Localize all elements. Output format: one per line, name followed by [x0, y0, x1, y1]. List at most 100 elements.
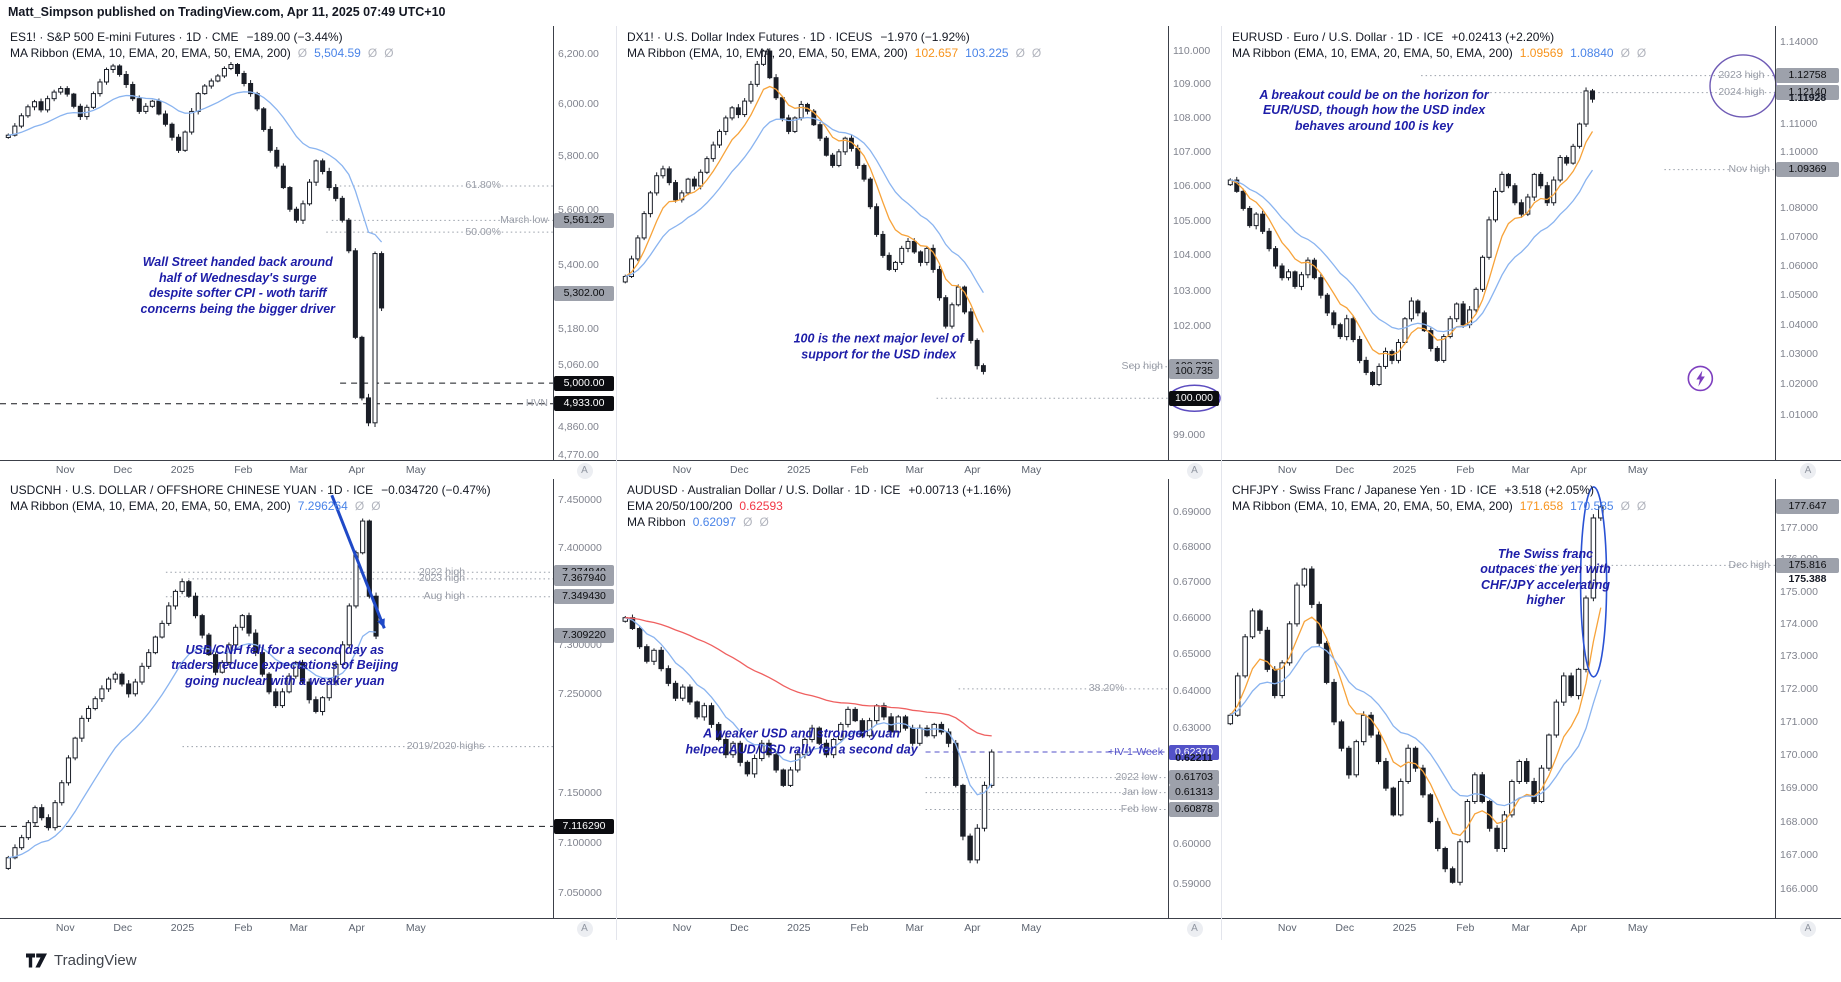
y-axis-tick[interactable]: 5,060.00 [558, 358, 599, 371]
y-axis-tick[interactable]: 166.000 [1780, 883, 1818, 896]
time-axis-label[interactable]: 2025 [1392, 464, 1417, 476]
time-axis-label[interactable]: Feb [1456, 464, 1475, 476]
chart-canvas-audusd[interactable] [617, 479, 1221, 942]
time-axis-label[interactable]: Dec [1335, 464, 1355, 476]
time-axis-label[interactable]: Mar [289, 922, 308, 934]
time-axis-label[interactable]: Dec [113, 464, 133, 476]
time-axis-label[interactable]: Feb [1456, 922, 1475, 934]
chart-canvas-chfjpy[interactable] [1222, 479, 1841, 942]
y-axis-tick[interactable]: 0.66000 [1173, 611, 1211, 624]
time-axis-label[interactable]: May [1627, 922, 1648, 934]
time-axis-label[interactable]: Feb [850, 464, 869, 476]
time-axis-label[interactable]: May [405, 922, 426, 934]
chart-canvas-usdcnh[interactable] [0, 479, 616, 942]
chart-canvas-es1[interactable] [0, 26, 616, 479]
y-axis-tick[interactable]: 1.10000 [1780, 145, 1818, 158]
time-axis-label[interactable]: Apr [964, 464, 981, 476]
y-axis-tick[interactable]: 175.000 [1780, 585, 1818, 598]
time-axis-label[interactable]: Mar [1511, 464, 1530, 476]
time-axis-label[interactable]: Dec [1335, 922, 1355, 934]
y-axis-tick[interactable]: 174.000 [1780, 617, 1818, 630]
time-axis-label[interactable]: Mar [1511, 922, 1530, 934]
time-axis-label[interactable]: Mar [905, 922, 924, 934]
chart-canvas-dx1[interactable] [617, 26, 1221, 479]
y-axis-tick[interactable]: 6,200.00 [558, 48, 599, 61]
y-axis-tick[interactable]: 0.60000 [1173, 838, 1211, 851]
y-axis-tick[interactable]: 0.67000 [1173, 575, 1211, 588]
y-axis-tick[interactable]: 1.14000 [1780, 35, 1818, 48]
y-axis-tick[interactable]: 1.06000 [1780, 260, 1818, 272]
y-axis-tick[interactable]: 0.59000 [1173, 877, 1211, 890]
y-axis-tick[interactable]: 169.000 [1780, 782, 1818, 795]
y-axis-tick[interactable]: 1.01000 [1780, 408, 1818, 421]
y-axis-tick[interactable]: 6,000.00 [558, 98, 599, 111]
time-axis-label[interactable]: Mar [905, 464, 924, 476]
y-axis-tick[interactable]: 7.050000 [558, 887, 602, 899]
time-axis-label[interactable]: Apr [1570, 922, 1587, 934]
time-axis-label[interactable]: Nov [672, 922, 692, 934]
time-axis-label[interactable]: Nov [55, 464, 75, 476]
time-axis-label[interactable]: 2025 [170, 922, 195, 934]
time-axis-label[interactable]: Apr [348, 922, 365, 934]
y-axis-tick[interactable]: 109.000 [1173, 78, 1211, 91]
auto-scale-button[interactable]: A [576, 462, 593, 479]
y-axis-tick[interactable]: 7.100000 [558, 836, 602, 849]
y-axis-tick[interactable]: 4,860.00 [558, 420, 599, 433]
y-axis-tick[interactable]: 103.000 [1173, 284, 1211, 297]
time-axis-label[interactable]: May [1627, 464, 1648, 476]
time-axis-label[interactable]: Apr [1570, 464, 1587, 476]
auto-scale-button[interactable]: A [1800, 920, 1816, 937]
time-axis-label[interactable]: Apr [964, 922, 981, 934]
y-axis-tick[interactable]: 7.250000 [558, 687, 602, 700]
time-axis-label[interactable]: Feb [234, 464, 253, 476]
y-axis-tick[interactable]: 106.000 [1173, 180, 1211, 193]
auto-scale-button[interactable]: A [1800, 462, 1816, 479]
y-axis-tick[interactable]: 1.07000 [1780, 231, 1818, 244]
auto-scale-button[interactable]: A [576, 920, 593, 937]
time-axis-label[interactable]: May [1021, 464, 1042, 476]
y-axis-tick[interactable]: 7.150000 [558, 786, 602, 799]
time-axis-label[interactable]: Nov [1277, 922, 1297, 934]
time-axis-label[interactable]: 2025 [1392, 922, 1417, 934]
time-axis-label[interactable]: Dec [729, 464, 749, 476]
time-axis-label[interactable]: Apr [348, 464, 365, 476]
y-axis-tick[interactable]: 7.400000 [558, 541, 602, 554]
y-axis-tick[interactable]: 171.000 [1780, 715, 1818, 728]
time-axis-label[interactable]: Mar [289, 464, 308, 476]
y-axis-tick[interactable]: 0.63000 [1173, 722, 1211, 735]
time-axis-label[interactable]: Dec [729, 922, 749, 934]
y-axis-tick[interactable]: 173.000 [1780, 650, 1818, 663]
time-axis-label[interactable]: 2025 [787, 922, 811, 934]
chart-canvas-eurusd[interactable] [1222, 26, 1841, 479]
y-axis-tick[interactable]: 5,180.00 [558, 323, 599, 336]
time-axis-label[interactable]: Feb [850, 922, 869, 934]
auto-scale-button[interactable]: A [1186, 462, 1203, 479]
y-axis-tick[interactable]: 4,770.00 [558, 449, 599, 462]
auto-scale-button[interactable]: A [1186, 920, 1203, 937]
time-axis-label[interactable]: May [1021, 922, 1042, 934]
y-axis-tick[interactable]: 1.08000 [1780, 202, 1818, 215]
y-axis-tick[interactable]: 168.000 [1780, 815, 1818, 828]
y-axis-tick[interactable]: 177.000 [1780, 521, 1818, 534]
time-axis-label[interactable]: Nov [55, 922, 75, 934]
y-axis-tick[interactable]: 7.450000 [558, 493, 602, 506]
y-axis-tick[interactable]: 110.000 [1173, 45, 1211, 58]
y-axis-tick[interactable]: 5,600.00 [558, 203, 599, 216]
time-axis-label[interactable]: Feb [234, 922, 253, 934]
y-axis-tick[interactable]: 170.000 [1780, 748, 1818, 761]
y-axis-tick[interactable]: 1.04000 [1780, 318, 1818, 331]
y-axis-tick[interactable]: 1.03000 [1780, 348, 1818, 361]
time-axis-label[interactable]: May [405, 464, 426, 476]
y-axis-tick[interactable]: 105.000 [1173, 214, 1211, 227]
y-axis-tick[interactable]: 0.65000 [1173, 647, 1211, 660]
y-axis-tick[interactable]: 0.68000 [1173, 540, 1211, 553]
y-axis-tick[interactable]: 5,800.00 [558, 150, 599, 163]
y-axis-tick[interactable]: 107.000 [1173, 145, 1211, 158]
y-axis-tick[interactable]: 1.05000 [1780, 289, 1818, 302]
time-axis-label[interactable]: 2025 [170, 464, 195, 476]
y-axis-tick[interactable]: 102.000 [1173, 320, 1211, 333]
y-axis-tick[interactable]: 104.000 [1173, 249, 1211, 262]
y-axis-tick[interactable]: 167.000 [1780, 849, 1818, 862]
y-axis-tick[interactable]: 0.69000 [1173, 506, 1211, 519]
y-axis-tick[interactable]: 0.64000 [1173, 684, 1211, 697]
